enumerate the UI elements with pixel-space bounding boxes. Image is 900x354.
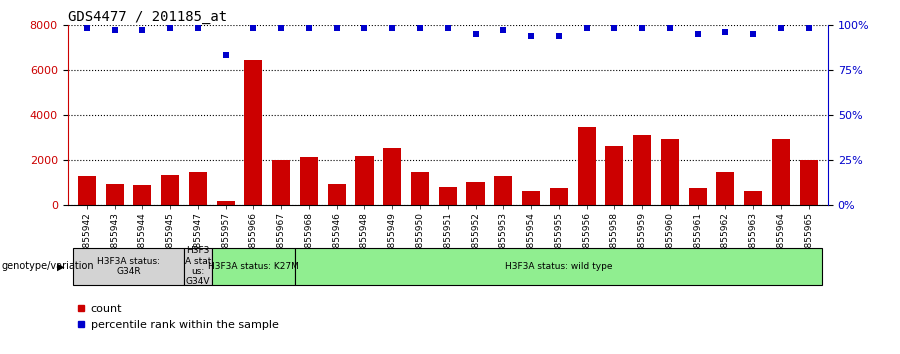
Bar [550, 188, 568, 205]
Text: H3F3A status:
G34R: H3F3A status: G34R [97, 257, 160, 276]
Bar [772, 139, 790, 205]
Bar [716, 172, 734, 205]
Bar [217, 201, 235, 205]
Bar [161, 175, 179, 205]
Bar [799, 160, 817, 205]
Bar [578, 127, 596, 205]
Bar [184, 248, 212, 285]
Bar [105, 184, 123, 205]
Legend: count, percentile rank within the sample: count, percentile rank within the sample [73, 300, 284, 334]
Bar [295, 248, 823, 285]
Bar [466, 182, 484, 205]
Bar [494, 176, 512, 205]
Text: ▶: ▶ [57, 261, 64, 272]
Bar [328, 184, 346, 205]
Bar [383, 148, 401, 205]
Bar [73, 248, 184, 285]
Bar [688, 188, 706, 205]
Bar [411, 172, 429, 205]
Text: genotype/variation: genotype/variation [2, 261, 94, 272]
Bar [245, 61, 263, 205]
Bar [272, 160, 290, 205]
Text: H3F3A status: wild type: H3F3A status: wild type [505, 262, 613, 271]
Text: GDS4477 / 201185_at: GDS4477 / 201185_at [68, 10, 227, 24]
Bar [744, 191, 762, 205]
Bar [133, 185, 151, 205]
Text: H3F3
A stat
us:
G34V: H3F3 A stat us: G34V [184, 246, 212, 286]
Bar [78, 176, 96, 205]
Bar [661, 139, 679, 205]
Bar [212, 248, 295, 285]
Bar [633, 135, 651, 205]
Text: H3F3A status: K27M: H3F3A status: K27M [208, 262, 299, 271]
Bar [300, 157, 318, 205]
Bar [189, 172, 207, 205]
Bar [356, 156, 373, 205]
Bar [522, 191, 540, 205]
Bar [438, 187, 457, 205]
Bar [606, 146, 624, 205]
